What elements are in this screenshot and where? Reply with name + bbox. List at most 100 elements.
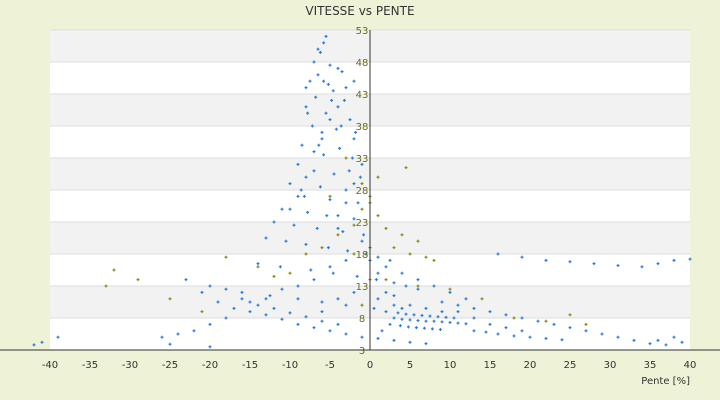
data-point xyxy=(400,317,404,321)
data-point xyxy=(512,334,516,338)
data-point xyxy=(336,105,340,109)
x-axis-label: Pente [%] xyxy=(641,376,690,387)
data-point xyxy=(322,153,326,157)
data-point xyxy=(552,322,556,326)
data-point xyxy=(314,95,318,99)
data-point xyxy=(296,297,300,301)
data-point xyxy=(384,310,388,314)
data-point xyxy=(355,274,359,278)
data-point xyxy=(396,311,400,315)
data-point xyxy=(168,297,172,301)
data-point xyxy=(224,287,228,291)
data-point xyxy=(232,306,236,310)
x-tick-label: 5 xyxy=(407,360,413,371)
data-point xyxy=(544,258,548,262)
data-point xyxy=(406,325,410,329)
x-tick-label: 40 xyxy=(684,360,697,371)
data-point xyxy=(656,338,660,342)
data-point xyxy=(372,306,376,310)
data-point xyxy=(392,294,396,298)
data-point xyxy=(568,260,572,264)
y-tick-label: 48 xyxy=(356,58,369,69)
data-point xyxy=(504,326,508,330)
data-point xyxy=(350,156,354,160)
data-point xyxy=(310,124,314,128)
data-point xyxy=(331,271,335,275)
data-point xyxy=(264,236,268,240)
data-point xyxy=(316,73,320,77)
data-point xyxy=(224,316,228,320)
data-point xyxy=(312,60,316,64)
data-point xyxy=(404,284,408,288)
data-point xyxy=(496,252,500,256)
data-point xyxy=(384,265,388,269)
data-point xyxy=(326,82,330,86)
data-point xyxy=(320,137,324,141)
data-point xyxy=(332,172,336,176)
data-point xyxy=(422,326,426,330)
data-point xyxy=(632,338,636,342)
data-point xyxy=(264,313,268,317)
data-point xyxy=(296,284,300,288)
data-point xyxy=(136,278,140,282)
x-tick-label: 10 xyxy=(444,360,457,371)
data-point xyxy=(456,321,460,325)
y-tick-label: 38 xyxy=(356,122,369,133)
data-point xyxy=(328,265,332,269)
data-point xyxy=(354,130,358,134)
data-point xyxy=(664,343,668,347)
x-tick-label: 35 xyxy=(644,360,657,371)
data-point xyxy=(312,278,316,282)
y-tick-label: 23 xyxy=(356,218,369,229)
data-point xyxy=(592,262,596,266)
data-point xyxy=(424,255,428,259)
data-point xyxy=(362,233,366,237)
data-point xyxy=(272,220,276,224)
data-point xyxy=(584,329,588,333)
data-point xyxy=(328,118,332,122)
data-point xyxy=(320,246,324,250)
data-point xyxy=(352,252,356,256)
data-point xyxy=(346,249,350,253)
data-point xyxy=(56,335,60,339)
data-point xyxy=(184,278,188,282)
data-point xyxy=(336,297,340,301)
y-tick-label: 13 xyxy=(356,282,369,293)
data-point xyxy=(448,320,452,324)
data-point xyxy=(408,318,412,322)
data-point xyxy=(316,47,320,51)
data-point xyxy=(440,320,444,324)
data-point xyxy=(264,297,268,301)
data-point xyxy=(688,257,692,261)
data-point xyxy=(328,194,332,198)
data-point xyxy=(424,342,428,346)
data-point xyxy=(104,284,108,288)
data-point xyxy=(428,314,432,318)
data-point xyxy=(536,319,540,323)
data-point xyxy=(344,332,348,336)
data-point xyxy=(352,79,356,83)
data-point xyxy=(306,210,310,214)
data-point xyxy=(464,297,468,301)
x-tick-label: -25 xyxy=(162,360,178,371)
data-point xyxy=(338,146,342,150)
data-point xyxy=(288,207,292,211)
data-point xyxy=(440,310,444,314)
data-point xyxy=(388,258,392,262)
data-point xyxy=(376,336,380,340)
data-point xyxy=(342,98,346,102)
data-point xyxy=(352,290,356,294)
data-point xyxy=(240,290,244,294)
data-point xyxy=(284,239,288,243)
data-point xyxy=(352,217,356,221)
data-point xyxy=(320,319,324,323)
data-point xyxy=(520,329,524,333)
data-point xyxy=(384,278,388,282)
data-point xyxy=(320,300,324,304)
data-point xyxy=(484,330,488,334)
data-point xyxy=(320,310,324,314)
data-point xyxy=(456,303,460,307)
data-point xyxy=(480,297,484,301)
data-point xyxy=(317,143,321,147)
data-point xyxy=(344,201,348,205)
